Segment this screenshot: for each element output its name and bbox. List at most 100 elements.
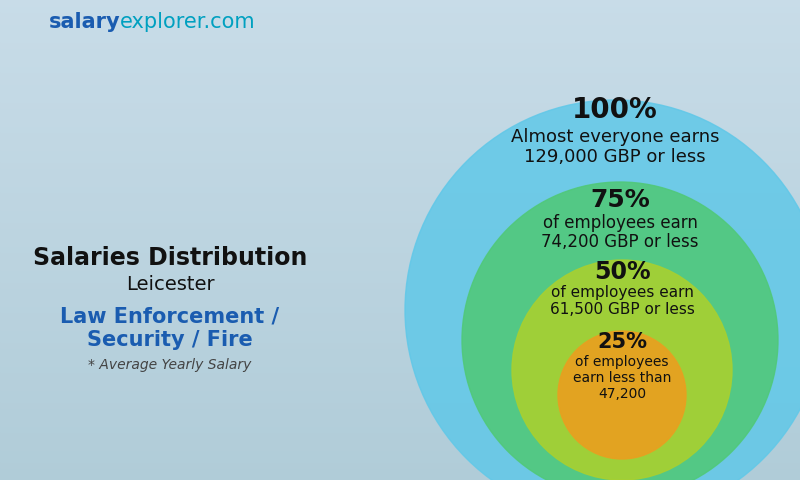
Bar (0, 221, 800, 228)
Bar (0, 101, 800, 108)
Bar (0, 131, 800, 138)
Bar (0, 29, 800, 36)
Circle shape (462, 182, 778, 480)
Bar (0, 365, 800, 372)
Bar (0, 257, 800, 264)
Text: 25%: 25% (597, 332, 647, 352)
Bar (0, 65, 800, 72)
Text: 100%: 100% (572, 96, 658, 124)
Text: Leicester: Leicester (126, 276, 214, 295)
Bar (0, 107, 800, 114)
Bar (0, 35, 800, 42)
Text: 129,000 GBP or less: 129,000 GBP or less (524, 148, 706, 166)
Bar (0, 431, 800, 438)
Text: of employees earn: of employees earn (550, 285, 694, 300)
Bar (0, 335, 800, 342)
Bar (0, 467, 800, 474)
Text: 47,200: 47,200 (598, 387, 646, 401)
Bar (0, 341, 800, 348)
Bar (0, 305, 800, 312)
Bar (0, 185, 800, 192)
Text: earn less than: earn less than (573, 371, 671, 385)
Bar (0, 425, 800, 432)
Bar (0, 449, 800, 456)
Circle shape (512, 260, 732, 480)
Bar (0, 287, 800, 294)
Bar (0, 323, 800, 330)
Bar (0, 23, 800, 30)
Bar (0, 437, 800, 444)
Bar (0, 137, 800, 144)
Bar (0, 371, 800, 378)
Text: 61,500 GBP or less: 61,500 GBP or less (550, 302, 694, 317)
Bar (0, 401, 800, 408)
Bar (0, 143, 800, 150)
Text: of employees: of employees (575, 355, 669, 369)
Bar (0, 317, 800, 324)
Bar (0, 269, 800, 276)
Bar (0, 353, 800, 360)
Bar (0, 443, 800, 450)
Bar (0, 227, 800, 234)
Bar (0, 179, 800, 186)
Bar (0, 113, 800, 120)
Bar (0, 215, 800, 222)
Bar (0, 125, 800, 132)
Text: 50%: 50% (594, 260, 650, 284)
Text: Salaries Distribution: Salaries Distribution (33, 246, 307, 270)
Bar (0, 239, 800, 246)
Bar (0, 53, 800, 60)
Bar (0, 293, 800, 300)
Bar (0, 251, 800, 258)
Bar (0, 83, 800, 90)
Text: * Average Yearly Salary: * Average Yearly Salary (88, 358, 252, 372)
Text: Law Enforcement /: Law Enforcement / (61, 307, 279, 327)
Bar (0, 473, 800, 480)
Bar (0, 389, 800, 396)
Bar (0, 119, 800, 126)
Text: explorer.com: explorer.com (120, 12, 256, 32)
Text: of employees earn: of employees earn (542, 214, 698, 232)
Bar (0, 155, 800, 162)
Bar (0, 71, 800, 78)
Bar (0, 461, 800, 468)
Bar (0, 41, 800, 48)
Bar (0, 5, 800, 12)
Bar (0, 407, 800, 414)
Bar (0, 281, 800, 288)
Bar (0, 359, 800, 366)
Bar (0, 377, 800, 384)
Bar (0, 59, 800, 66)
Bar (0, 419, 800, 426)
Bar (0, 203, 800, 210)
Bar (0, 455, 800, 462)
Bar (0, 167, 800, 174)
Text: salary: salary (48, 12, 120, 32)
Text: Almost everyone earns: Almost everyone earns (510, 128, 719, 146)
Bar (0, 299, 800, 306)
Circle shape (558, 331, 686, 459)
Bar (0, 245, 800, 252)
Bar (0, 11, 800, 18)
Bar (0, 311, 800, 318)
Bar (0, 329, 800, 336)
Bar (0, 47, 800, 54)
Bar (0, 197, 800, 204)
Bar (0, 209, 800, 216)
Bar (0, 89, 800, 96)
Bar (0, 383, 800, 390)
Bar (0, 395, 800, 402)
Bar (0, 275, 800, 282)
Text: 75%: 75% (590, 188, 650, 212)
Text: 74,200 GBP or less: 74,200 GBP or less (542, 233, 698, 251)
Bar (0, 161, 800, 168)
Bar (0, 95, 800, 102)
Bar (0, 149, 800, 156)
Bar (0, 233, 800, 240)
Text: Security / Fire: Security / Fire (87, 330, 253, 350)
Bar (0, 413, 800, 420)
Bar (0, 17, 800, 24)
Bar (0, 173, 800, 180)
Bar (0, 77, 800, 84)
Circle shape (405, 100, 800, 480)
